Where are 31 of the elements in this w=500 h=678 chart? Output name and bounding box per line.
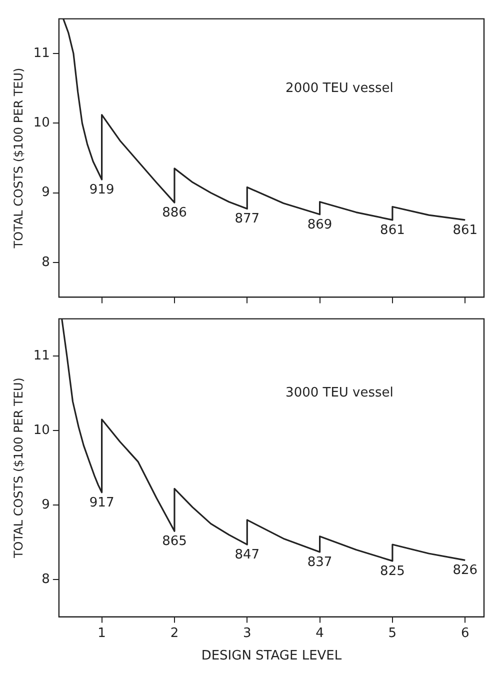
y-tick-label: 11 [33,46,50,61]
y-axis-title: TOTAL COSTS ($100 PER TEU) [11,378,26,560]
annotation: 877 [234,212,260,227]
annotation: 825 [380,564,405,579]
y-tick-label: 9 [42,497,50,512]
annotation: 886 [162,205,187,220]
y-tick-label: 10 [33,116,50,131]
annotation: 919 [89,182,114,198]
annotation: 837 [307,554,332,570]
x-tick-label: 1 [98,626,106,641]
x-tick-label: 6 [460,626,470,641]
x-axis-title: DESIGN STAGE LEVEL [201,648,342,664]
y-tick-label: 8 [42,572,50,587]
y-tick-label: 10 [33,422,50,438]
annotation: 869 [307,217,332,232]
annotation: 2000 TEU vessel [286,80,394,96]
x-tick-label: 5 [388,626,397,641]
annotation: 865 [162,534,187,549]
y-tick-label: 11 [33,348,50,364]
y-tick-label: 9 [42,185,50,200]
annotation: 3000 TEU vessel [286,386,394,401]
x-tick-label: 4 [316,626,324,641]
x-tick-label: 2 [170,626,179,641]
annotation: 861 [380,222,405,238]
annotation: 917 [89,495,114,510]
x-tick-label: 3 [242,626,252,641]
annotation: 861 [452,222,478,238]
annotation: 826 [452,563,478,578]
annotation: 847 [234,547,260,562]
y-tick-label: 8 [42,254,50,270]
y-axis-title: TOTAL COSTS ($100 PER TEU) [11,68,26,250]
